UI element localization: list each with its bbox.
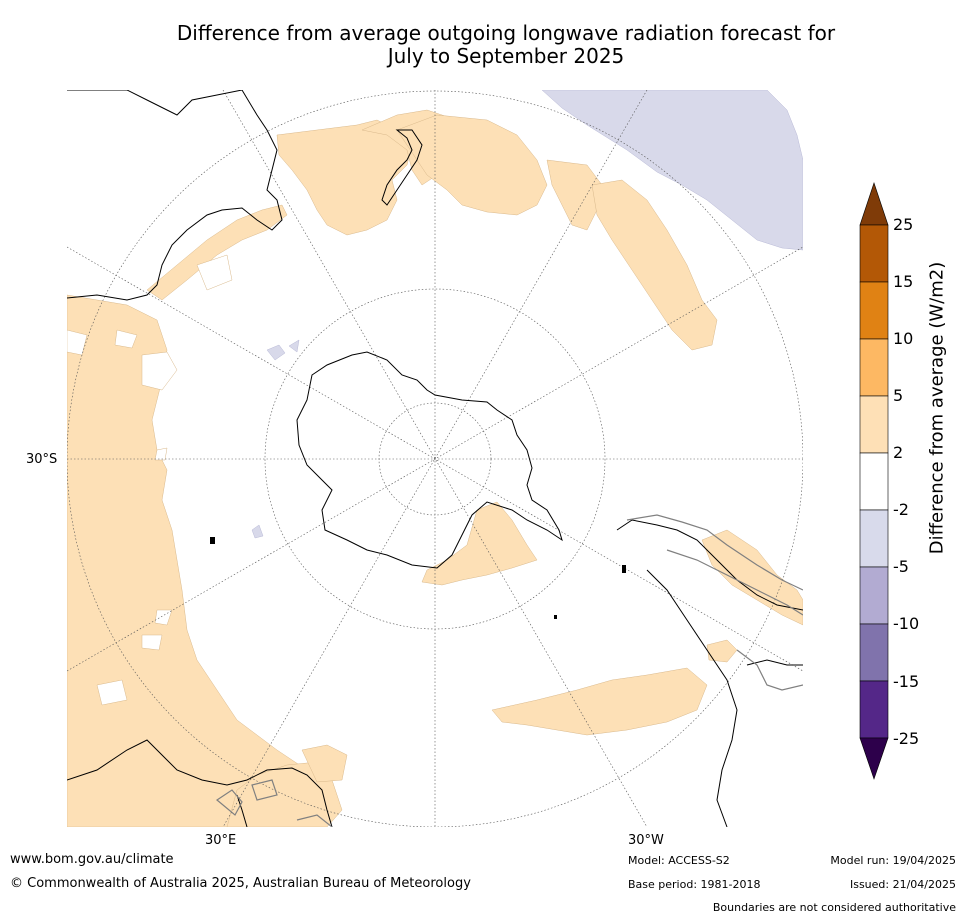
- negative-anomaly-regions: [251, 90, 803, 539]
- coastlines: [67, 90, 803, 827]
- colorbar-band-neutral: [859, 452, 889, 511]
- colorbar-extend-top: [859, 182, 889, 226]
- footer-url[interactable]: www.bom.gov.au/climate: [10, 852, 174, 867]
- map-canvas: [67, 90, 803, 827]
- colorbar-band-5-10: [859, 338, 889, 397]
- colorbar-band-m15-m25: [859, 680, 889, 739]
- neutral-holes: [67, 254, 233, 706]
- colorbar-band-15-25: [859, 224, 889, 283]
- colorbar-extend-bottom: [859, 737, 889, 780]
- colorbar-tick-m2: -2: [893, 500, 909, 519]
- map-title-line1: Difference from average outgoing longwav…: [176, 21, 836, 45]
- colorbar-tick-25: 25: [893, 215, 914, 234]
- colorbar-band-m5-m10: [859, 566, 889, 625]
- footer-model-run: Model run: 19/04/2025: [830, 854, 956, 867]
- colorbar-tick-m25: -25: [893, 729, 920, 748]
- antarctica-coastline: [296, 351, 563, 569]
- footer-copyright: © Commonwealth of Australia 2025, Austra…: [10, 876, 471, 891]
- colorbar: [859, 182, 889, 780]
- footer-disclaimer: Boundaries are not considered authoritat…: [712, 901, 956, 914]
- small-islands: [210, 537, 626, 619]
- footer-base-period: Base period: 1981-2018: [628, 878, 761, 891]
- colorbar-tick-15: 15: [893, 272, 914, 291]
- positive-anomaly-regions: [67, 109, 803, 827]
- colorbar-title: Difference from average (W/m2): [926, 261, 948, 555]
- colorbar-band-m10-m15: [859, 623, 889, 682]
- colorbar-tick-5: 5: [893, 386, 904, 405]
- footer-issued: Issued: 21/04/2025: [849, 878, 956, 891]
- lon-label-30w: 30°W: [628, 833, 664, 848]
- colorbar-band-10-15: [859, 281, 889, 340]
- colorbar-band-m2-m5: [859, 509, 889, 568]
- lon-label-30e: 30°E: [205, 833, 237, 848]
- colorbar-tick-m5: -5: [893, 557, 909, 576]
- country-borders: [215, 514, 803, 827]
- colorbar-band-2-5: [859, 395, 889, 454]
- lat-label-30s: 30°S: [26, 452, 58, 467]
- polar-map: [67, 90, 803, 827]
- colorbar-tick-m10: -10: [893, 614, 920, 633]
- colorbar-tick-2: 2: [893, 443, 904, 462]
- colorbar-tick-m15: -15: [893, 672, 920, 691]
- map-title-line2: July to September 2025: [387, 44, 625, 68]
- graticule: [67, 90, 803, 827]
- map-title: Difference from average outgoing longwav…: [100, 22, 912, 68]
- colorbar-tick-10: 10: [893, 329, 914, 348]
- footer-model: Model: ACCESS-S2: [628, 854, 730, 867]
